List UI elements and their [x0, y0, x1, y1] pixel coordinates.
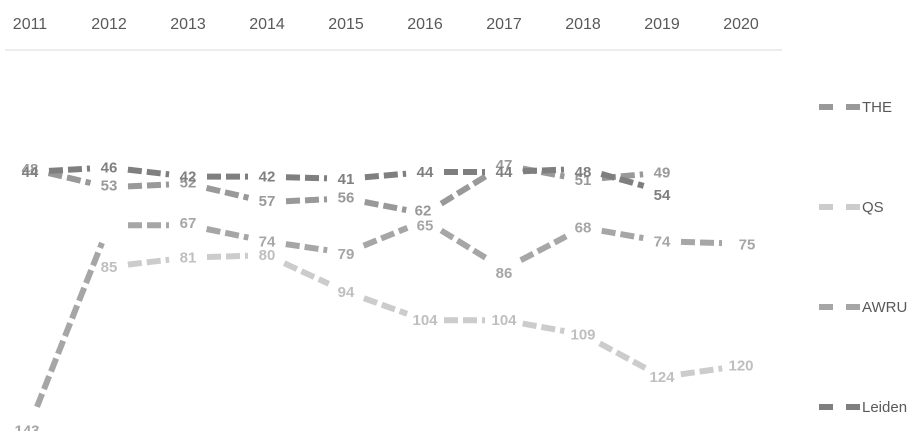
series-awru-segment-2015-2016 — [362, 225, 409, 249]
data-label-awru-2018: 68 — [575, 220, 592, 237]
data-label-awru-2020: 75 — [739, 237, 756, 254]
data-label-qs-2018: 109 — [570, 326, 595, 343]
data-label-the-2015: 56 — [338, 189, 355, 206]
data-label-leiden-2015: 41 — [338, 171, 355, 188]
data-label-the-2014: 57 — [259, 193, 276, 210]
series-the-segment-2015-2016 — [364, 199, 407, 213]
x-tick-label-2012: 2012 — [91, 16, 127, 33]
x-tick-label-2013: 2013 — [170, 16, 206, 33]
data-label-leiden-2017: 44 — [496, 164, 513, 181]
data-label-the-2017: 47 — [496, 157, 513, 174]
x-tick-label-2011: 2011 — [13, 16, 48, 33]
data-label-qs-2016: 104 — [412, 312, 438, 329]
data-label-leiden-2013: 42 — [180, 169, 197, 186]
legend-item-the: THE — [819, 99, 892, 116]
legend-item-qs: QS — [819, 199, 884, 216]
series-the-segment-2013-2014 — [205, 184, 250, 201]
data-label-leiden-2014: 42 — [259, 169, 276, 186]
data-label-the-2012: 53 — [101, 177, 118, 194]
x-tick-label-2017: 2017 — [486, 16, 522, 33]
series-the-segment-2014-2015 — [285, 196, 328, 205]
legend-label-the: THE — [862, 99, 892, 116]
data-label-qs-2012: 85 — [101, 259, 118, 276]
data-label-awru-2014: 74 — [259, 233, 276, 250]
series-qs-segment-2012-2013 — [127, 256, 170, 268]
series-awru-segment-2011-2012 — [34, 241, 105, 408]
legend-label-awru: AWRU — [862, 299, 907, 316]
series-qs — [127, 252, 723, 378]
data-label-leiden-2016: 44 — [417, 164, 434, 181]
x-tick-label-2019: 2019 — [644, 16, 680, 33]
data-label-qs-2017: 104 — [491, 312, 517, 329]
series-qs-segment-2019-2020 — [680, 365, 723, 378]
series-awru-segment-2017-2018 — [519, 233, 568, 263]
series-qs-segment-2015-2016 — [362, 295, 409, 317]
series-awru-segment-2018-2019 — [601, 227, 644, 242]
data-label-qs-2014: 80 — [259, 247, 276, 264]
data-label-the-2011: 48 — [22, 161, 39, 178]
x-axis: 2011 2012 2013 2014 2015 2016 2017 2018 2019 2020 — [13, 16, 759, 33]
series-the-segment-2012-2013 — [127, 181, 170, 190]
series-leiden — [48, 165, 645, 189]
series-awru-segment-2019-2020 — [680, 238, 723, 247]
series-awru-segment-2013-2014 — [205, 226, 250, 241]
data-label-the-2019: 49 — [654, 165, 671, 182]
data-label-awru-2017: 86 — [496, 265, 513, 282]
data-label-qs-2019: 124 — [649, 369, 675, 386]
data-labels: 85 81 80 94 104 104 109 124 120 143 67 74 79 65 86 68 74… — [14, 157, 755, 431]
data-label-qs-2020: 120 — [728, 358, 753, 375]
x-tick-label-2014: 2014 — [249, 16, 285, 33]
x-tick-label-2018: 2018 — [565, 16, 601, 33]
data-label-awru-2016: 65 — [417, 218, 434, 235]
legend-label-qs: QS — [862, 199, 884, 216]
series-qs-segment-2014-2015 — [282, 260, 331, 287]
legend-item-awru: AWRU — [819, 299, 907, 316]
series-leiden-segment-2014-2015 — [285, 174, 328, 182]
series-qs-segment-2017-2018 — [522, 320, 565, 335]
series-leiden-segment-2011-2012 — [48, 165, 91, 174]
series-leiden-segment-2017-2018 — [522, 166, 565, 175]
data-label-leiden-2011: 44 — [22, 164, 39, 181]
data-label-the-2016: 62 — [415, 203, 432, 220]
series-leiden-segment-2015-2016 — [364, 170, 407, 181]
data-label-qs-2015: 94 — [338, 284, 355, 301]
series-qs-segment-2018-2019 — [598, 340, 647, 371]
data-label-awru-2013: 67 — [180, 215, 197, 232]
series-qs-segment-2013-2014 — [206, 252, 249, 260]
series-layer — [34, 165, 723, 408]
data-label-leiden-2018: 48 — [575, 164, 592, 181]
data-label-leiden-2019: 54 — [654, 187, 671, 204]
series-awru-segment-2014-2015 — [285, 241, 328, 254]
data-label-the-2018: 51 — [575, 172, 592, 189]
data-label-the-2013: 52 — [180, 175, 197, 192]
legend-label-leiden: Leiden — [862, 399, 907, 416]
x-tick-label-2015: 2015 — [328, 16, 364, 33]
data-label-qs-2013: 81 — [180, 250, 197, 267]
data-label-awru-2015: 79 — [338, 246, 355, 263]
series-awru — [34, 222, 723, 408]
legend-item-leiden: Leiden — [819, 399, 907, 416]
data-label-awru-2011: 143 — [14, 423, 39, 431]
legend: THE QS AWRU Leiden — [819, 99, 907, 416]
data-label-awru-2019: 74 — [654, 233, 671, 250]
x-tick-label-2020: 2020 — [723, 16, 759, 33]
data-label-leiden-2012: 46 — [101, 159, 118, 176]
x-tick-label-2016: 2016 — [407, 16, 443, 33]
series-the-segment-2011-2012 — [47, 170, 92, 186]
series-awru-segment-2016-2017 — [439, 227, 490, 262]
series-leiden-segment-2012-2013 — [127, 166, 170, 178]
series-the-segment-2016-2017 — [439, 172, 490, 207]
series-leiden-segment-2018-2019 — [600, 171, 645, 189]
